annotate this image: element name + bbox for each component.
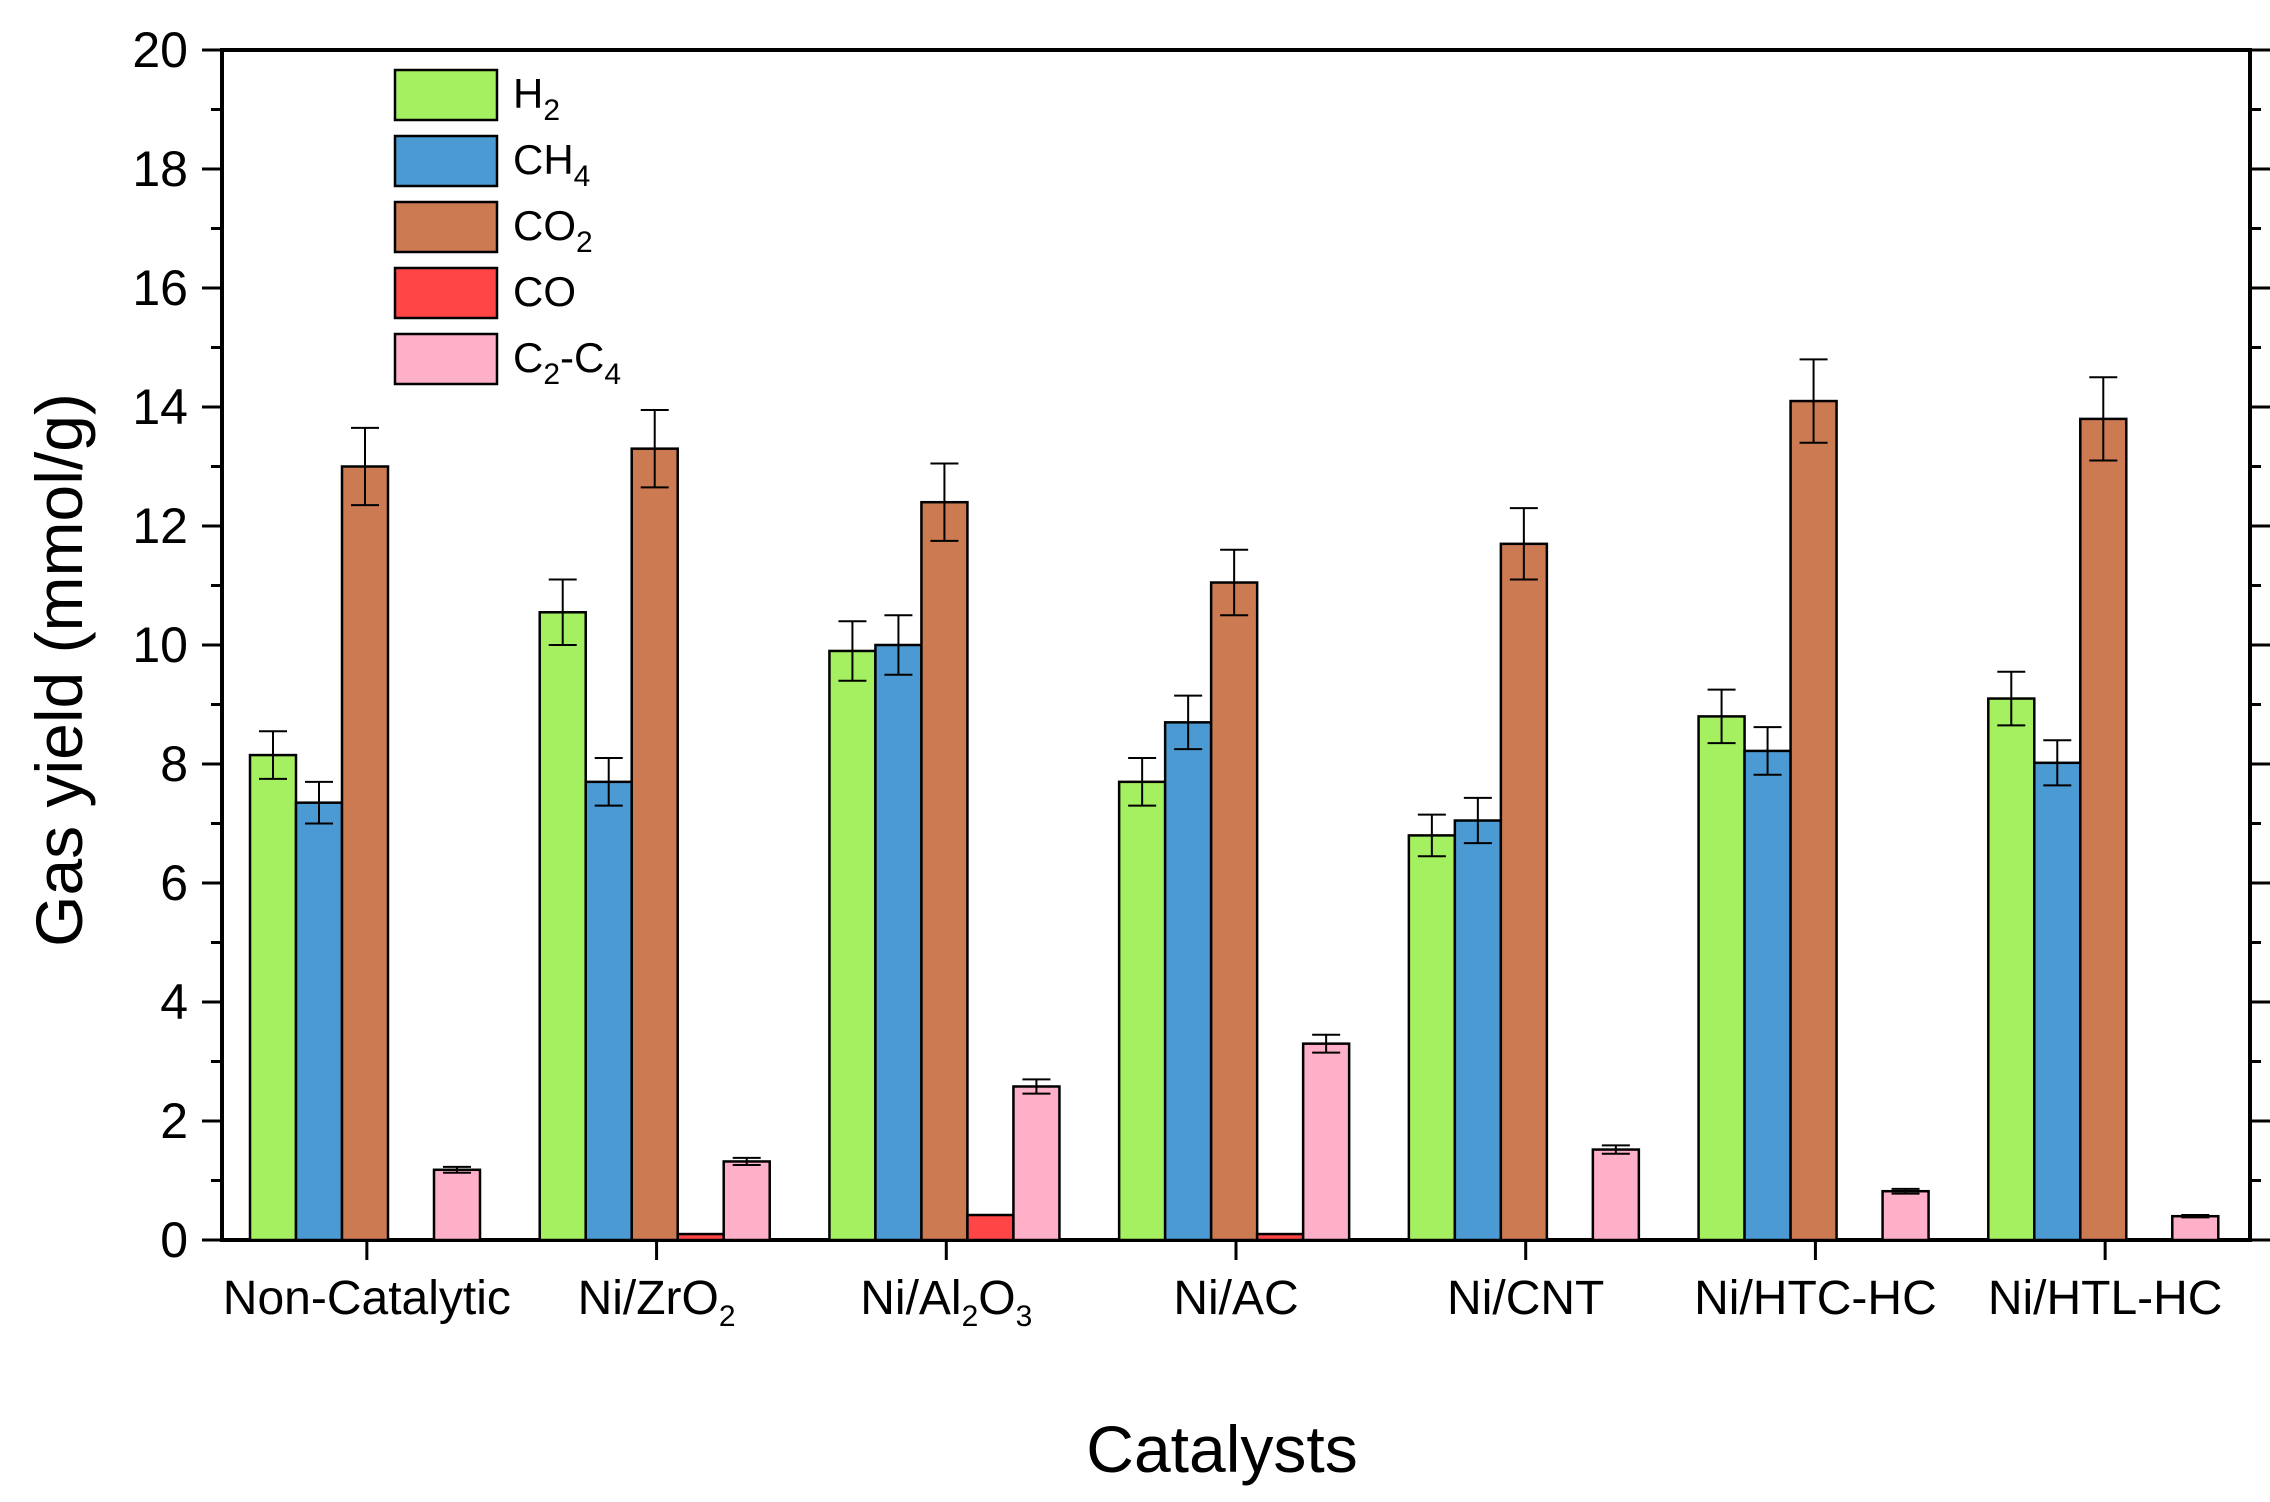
bar-h2 [1407,834,1457,1242]
bar-co [1255,1232,1305,1242]
x-axis-ticks: Non-Catalytic Ni/ZrO2 Ni/Al2O3 Ni/AC Ni/CNT N… [223,1240,2223,1333]
bar-ch4 [1453,819,1503,1242]
legend-swatch [393,200,499,254]
x-tick-label: Ni/CNT [1447,1272,1604,1325]
legend-label: CO2 [513,202,593,259]
bar-co2 [920,500,969,1242]
x-tick-label: Ni/HTL-HC [1988,1272,2223,1325]
y-tick-label: 0 [160,1212,188,1268]
bar-ch4 [294,801,344,1242]
y-axis-title: Gas yield (mmol/g) [22,393,96,947]
bar-co2 [2079,417,2128,1242]
bar-co [676,1232,725,1242]
legend-swatch [393,266,499,320]
bar-co2 [1499,542,1549,1242]
bar-c2-c4 [722,1160,771,1242]
y-tick-label: 12 [132,498,188,554]
x-tick-label: Ni/ZrO2 [578,1272,736,1333]
x-tick-label: Ni/HTC-HC [1694,1272,1937,1325]
bar-co2 [1789,399,1838,1242]
legend: H2 CH4 CO2 CO C2-C4 [393,68,621,391]
legend-label: CO [513,268,576,315]
y-tick-label: 6 [160,855,188,911]
y-tick-label: 16 [132,260,188,316]
bar-co2 [630,447,679,1242]
legend-label: CH4 [513,136,590,193]
bar-h2 [1987,697,2036,1242]
x-tick-label: Ni/Al2O3 [860,1272,1032,1333]
bar-c2-c4 [2171,1214,2220,1242]
y-tick-label: 10 [132,617,188,673]
y-tick-label: 14 [132,379,188,435]
y-tick-label: 2 [160,1093,188,1149]
y-tick-label: 8 [160,736,188,792]
bar-co [966,1213,1015,1242]
bar-c2-c4 [1881,1189,1930,1242]
x-axis-title: Catalysts [1086,1412,1357,1486]
legend-label: H2 [513,70,560,127]
bar-h2 [828,649,877,1242]
bar-co2 [1209,581,1259,1242]
y-tick-label: 18 [132,141,188,197]
legend-swatch [393,134,499,188]
legend-label: C2-C4 [513,334,621,391]
error-bars [259,358,2210,1219]
bar-c2-c4 [1301,1042,1351,1242]
y-tick-label: 4 [160,974,188,1030]
bar-ch4 [874,643,923,1242]
bar-co2 [340,465,390,1242]
x-tick-label: Ni/AC [1173,1272,1298,1325]
bar-ch4 [1743,749,1792,1242]
x-tick-label: Non-Catalytic [223,1272,511,1325]
bar-h2 [1697,715,1746,1242]
bar-ch4 [2033,761,2082,1242]
bar-h2 [1117,780,1167,1242]
bar-c2-c4 [1012,1085,1061,1242]
y-axis-ticks: 0 2 4 6 8 10 12 14 16 18 20 [132,22,2270,1268]
bar-h2 [248,753,298,1242]
legend-swatch [393,332,499,386]
bar-c2-c4 [1591,1148,1641,1242]
bar-c2-c4 [432,1168,482,1242]
bar-h2 [538,611,587,1242]
legend-swatch [393,68,499,122]
bar-ch4 [584,780,633,1242]
bar-ch4 [1163,721,1213,1242]
y-tick-label: 20 [132,22,188,78]
bars [248,399,2220,1242]
